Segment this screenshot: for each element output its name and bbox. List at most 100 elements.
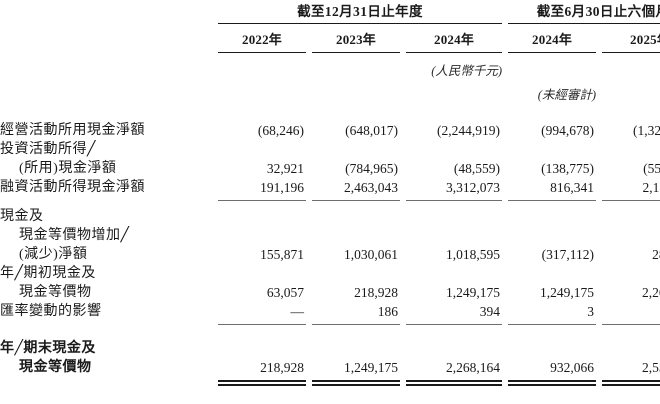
table-row: (減少)淨額 155,871 1,030,061 1,018,595 (317,112)… [0, 245, 660, 264]
column-group-interim: 截至6月30日止六個月 [536, 4, 660, 19]
value-cell: (48,559) [453, 161, 501, 176]
note-blank [218, 53, 306, 79]
value-cell: 1,249,175 [344, 360, 398, 375]
note-blank [406, 79, 502, 103]
value-cell-blank [312, 264, 400, 283]
cash-flow-summary-table: 截至12月31日止年度 截至6月30日止六個月 2022年 2023年 [0, 0, 660, 386]
grand-total-double-rule [508, 377, 597, 386]
column-header-2024-interim: 2024年 [532, 32, 573, 47]
rule-row-financing [0, 197, 660, 201]
currency-unit-note: (人民幣千元) [431, 64, 503, 78]
note-blank [218, 79, 306, 103]
value-cell: (2,244,919) [437, 123, 501, 138]
value-cell-blank [508, 226, 596, 245]
table-row: 匯率變動的影響 — 186 394 3 2,219 [0, 302, 660, 321]
value-cell-blank [218, 264, 306, 283]
row-label-net-change: 現金等價物增加╱ [19, 228, 130, 243]
value-cell-blank [406, 226, 502, 245]
value-cell-blank [508, 264, 596, 283]
value-cell: 2,165,110 [642, 180, 660, 195]
rule-col-2025-interim [602, 52, 660, 53]
subtotal-rule [508, 321, 597, 325]
value-cell: 218,928 [260, 360, 304, 375]
subtotal-rule [312, 197, 400, 201]
value-cell-blank [406, 339, 502, 358]
row-spacer [0, 325, 660, 339]
row-label-net-change: 現金及 [0, 209, 44, 224]
value-cell: 1,249,175 [446, 285, 501, 300]
table-row: 年╱期初現金及 [0, 264, 660, 283]
value-cell-blank [312, 226, 400, 245]
column-header-2023: 2023年 [336, 32, 376, 47]
value-cell: 32,921 [266, 161, 304, 176]
note-blank [0, 53, 212, 79]
value-cell: (1,327,150) [633, 123, 660, 138]
value-cell: (138,775) [541, 161, 595, 176]
value-cell: 218,928 [354, 285, 398, 300]
value-cell: (784,965) [345, 161, 398, 176]
table-row: 融資活動所得現金淨額 191,196 2,463,043 3,312,073 816,3… [0, 178, 660, 197]
value-cell-blank [218, 339, 306, 358]
value-cell-blank [508, 339, 596, 358]
note-blank [508, 53, 596, 79]
header-year-rule-row [0, 52, 660, 53]
value-cell: 281,587 [652, 247, 660, 262]
value-cell-blank [218, 207, 306, 226]
grand-total-double-rule [312, 377, 400, 386]
value-cell: 155,871 [260, 247, 304, 262]
column-group-annual: 截至12月31日止年度 [297, 4, 423, 19]
value-cell-blank [602, 339, 660, 358]
table-header: 截至12月31日止年度 截至6月30日止六個月 2022年 2023年 [0, 0, 660, 121]
value-cell: 2,268,164 [642, 285, 660, 300]
row-label-financing: 融資活動所得現金淨額 [0, 180, 145, 195]
value-cell: 186 [377, 304, 398, 319]
rule-row-closing-balance [0, 377, 660, 386]
value-cell: 2,268,164 [446, 360, 501, 375]
table-row: 投資活動所得╱ [0, 140, 660, 159]
rule-annual-group [218, 23, 503, 24]
subtotal-rule [602, 321, 660, 325]
header-bottom-spacer [0, 103, 660, 121]
value-cell-blank [218, 226, 306, 245]
value-cell-blank [508, 207, 596, 226]
note-blank [312, 53, 400, 79]
value-cell: 2,219 [602, 302, 660, 321]
value-cell: 3 [587, 304, 595, 319]
spacer [0, 103, 660, 121]
column-header-2024-annual: 2024年 [434, 32, 475, 47]
value-cell: 63,057 [266, 285, 304, 300]
rule-col-2022 [218, 52, 306, 53]
value-cell: (648,017) [345, 123, 398, 138]
value-cell: 932,066 [550, 360, 595, 375]
value-cell: 1,249,175 [540, 285, 595, 300]
value-cell-blank [508, 140, 596, 159]
subtotal-rule [406, 197, 503, 201]
value-cell: 2,551,970 [642, 360, 660, 375]
note-blank [602, 79, 660, 103]
rule-interim-group [508, 23, 660, 24]
table-row: 現金等價物增加╱ [0, 226, 660, 245]
grand-total-double-rule [218, 377, 306, 386]
value-cell: (317,112) [541, 247, 595, 262]
value-cell-blank [406, 207, 502, 226]
subtotal-rule [508, 197, 597, 201]
row-label-opening-balance: 現金等價物 [19, 285, 92, 300]
value-cell: (68,246) [257, 123, 304, 138]
subtotal-rule [218, 197, 306, 201]
value-cell: (556,373) [643, 161, 660, 176]
row-label-investing: 投資活動所得╱ [0, 142, 96, 157]
grand-total-double-rule [406, 377, 503, 386]
header-group-rule-row [0, 23, 660, 24]
value-cell-blank [602, 226, 660, 245]
table-row: 經營活動所用現金淨額 (68,246) (648,017) (2,244,919) (9… [0, 121, 660, 140]
row-label-net-change: (減少)淨額 [19, 247, 88, 262]
value-cell-blank [602, 207, 660, 226]
value-cell-blank [406, 264, 502, 283]
value-cell: 1,030,061 [344, 247, 398, 262]
value-cell: 3,312,073 [446, 180, 501, 195]
row-label-opening-balance: 年╱期初現金及 [0, 266, 96, 281]
value-cell: 816,341 [550, 180, 595, 195]
rule-row-fx-effect [0, 321, 660, 325]
row-label-closing-balance: 現金等價物 [19, 360, 92, 375]
